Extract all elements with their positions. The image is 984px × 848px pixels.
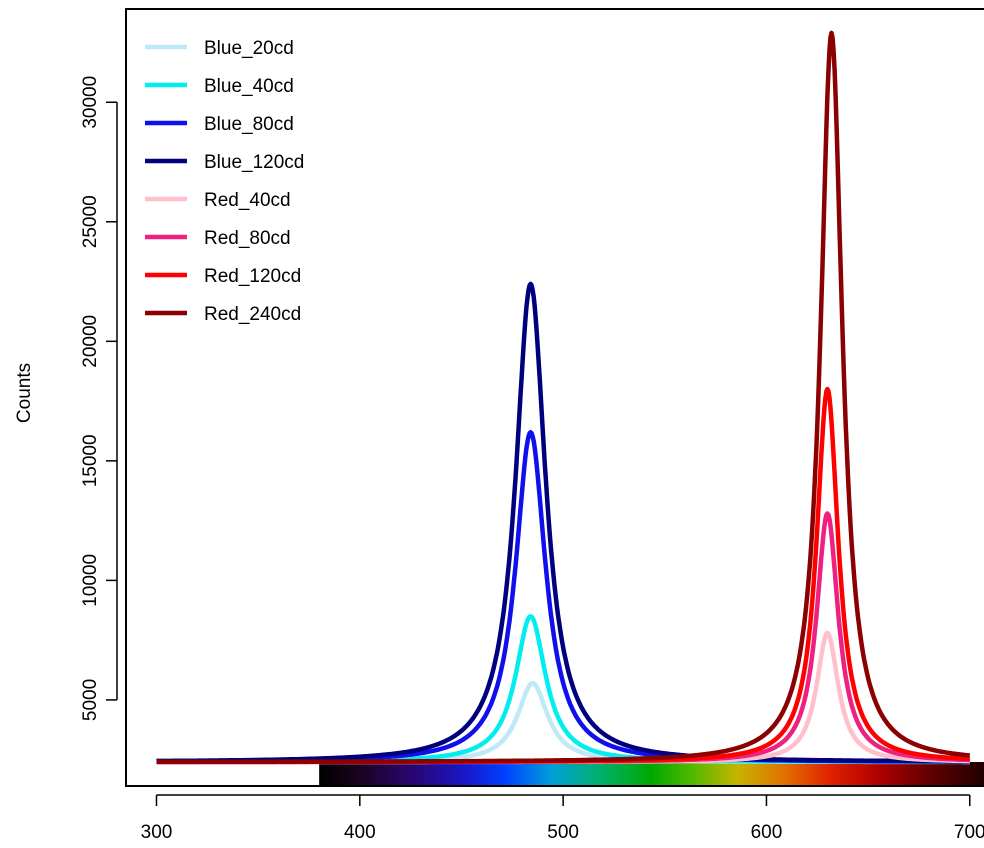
visible-spectrum-bar bbox=[319, 762, 984, 785]
y-tick-label: 5000 bbox=[80, 679, 101, 721]
legend: Blue_20cd Blue_40cd Blue_80cd Blue_120cd Red… bbox=[145, 38, 304, 325]
y-axis: 5000 10000 15000 20000 25000 30000 bbox=[80, 76, 118, 721]
series-layer bbox=[155, 30, 972, 765]
x-tick-label: 700 bbox=[954, 822, 984, 843]
legend-item: Blue_120cd bbox=[145, 152, 304, 173]
x-tick-label: 600 bbox=[751, 822, 783, 843]
y-tick-label: 10000 bbox=[80, 554, 101, 607]
legend-label: Blue_120cd bbox=[204, 152, 304, 173]
x-tick-label: 500 bbox=[547, 822, 579, 843]
legend-label: Blue_40cd bbox=[204, 76, 294, 97]
series-line-blue-120cd bbox=[155, 281, 972, 764]
y-tick-label: 25000 bbox=[80, 195, 101, 248]
legend-item: Blue_40cd bbox=[145, 76, 294, 97]
legend-label: Red_80cd bbox=[204, 228, 291, 249]
x-tick-label: 400 bbox=[344, 822, 376, 843]
y-tick-label: 15000 bbox=[80, 434, 101, 487]
y-tick-label: 30000 bbox=[80, 76, 101, 129]
legend-item: Red_120cd bbox=[145, 266, 301, 287]
legend-item: Blue_20cd bbox=[145, 38, 294, 59]
plot-frame bbox=[125, 8, 984, 787]
legend-label: Red_40cd bbox=[204, 190, 291, 211]
x-axis: 300 400 500 600 700 bbox=[141, 794, 984, 843]
legend-item: Red_80cd bbox=[145, 228, 291, 249]
legend-item: Red_240cd bbox=[145, 304, 301, 325]
y-axis-title: Counts bbox=[14, 363, 35, 423]
legend-label: Blue_20cd bbox=[204, 38, 294, 59]
y-tick-label: 20000 bbox=[80, 315, 101, 368]
legend-label: Blue_80cd bbox=[204, 114, 294, 135]
legend-label: Red_120cd bbox=[204, 266, 301, 287]
legend-item: Blue_80cd bbox=[145, 114, 294, 135]
legend-item: Red_40cd bbox=[145, 190, 291, 211]
legend-label: Red_240cd bbox=[204, 304, 301, 325]
x-tick-label: 300 bbox=[141, 822, 173, 843]
series-line-red-240cd bbox=[155, 30, 972, 765]
